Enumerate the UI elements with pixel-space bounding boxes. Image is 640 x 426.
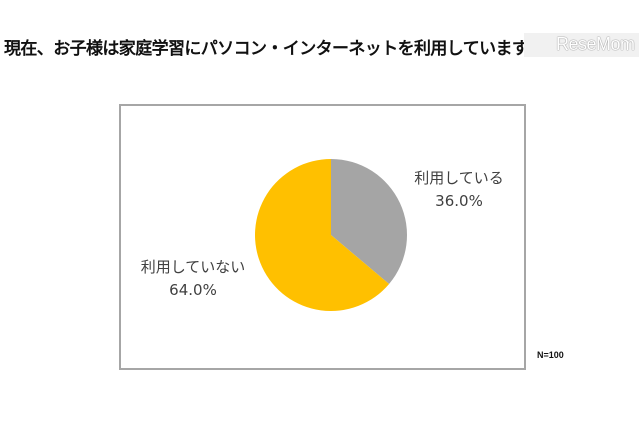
label-not-used: 利用していない 64.0%	[130, 256, 256, 302]
label-used: 利用している 36.0%	[404, 167, 514, 213]
slice-used	[331, 159, 408, 285]
label-used-value: 36.0%	[435, 192, 483, 210]
logo-background	[524, 33, 639, 57]
resemom-logo: ReseMom	[556, 34, 635, 54]
sample-size: N=100	[537, 350, 564, 360]
label-not-used-name: 利用していない	[140, 258, 246, 276]
pie-chart	[255, 159, 408, 311]
slice-not-used	[255, 159, 390, 311]
label-used-name: 利用している	[414, 169, 504, 187]
label-not-used-value: 64.0%	[169, 281, 217, 299]
chart-title: 現在、お子様は家庭学習にパソコン・インターネットを利用していますか？	[4, 39, 562, 59]
